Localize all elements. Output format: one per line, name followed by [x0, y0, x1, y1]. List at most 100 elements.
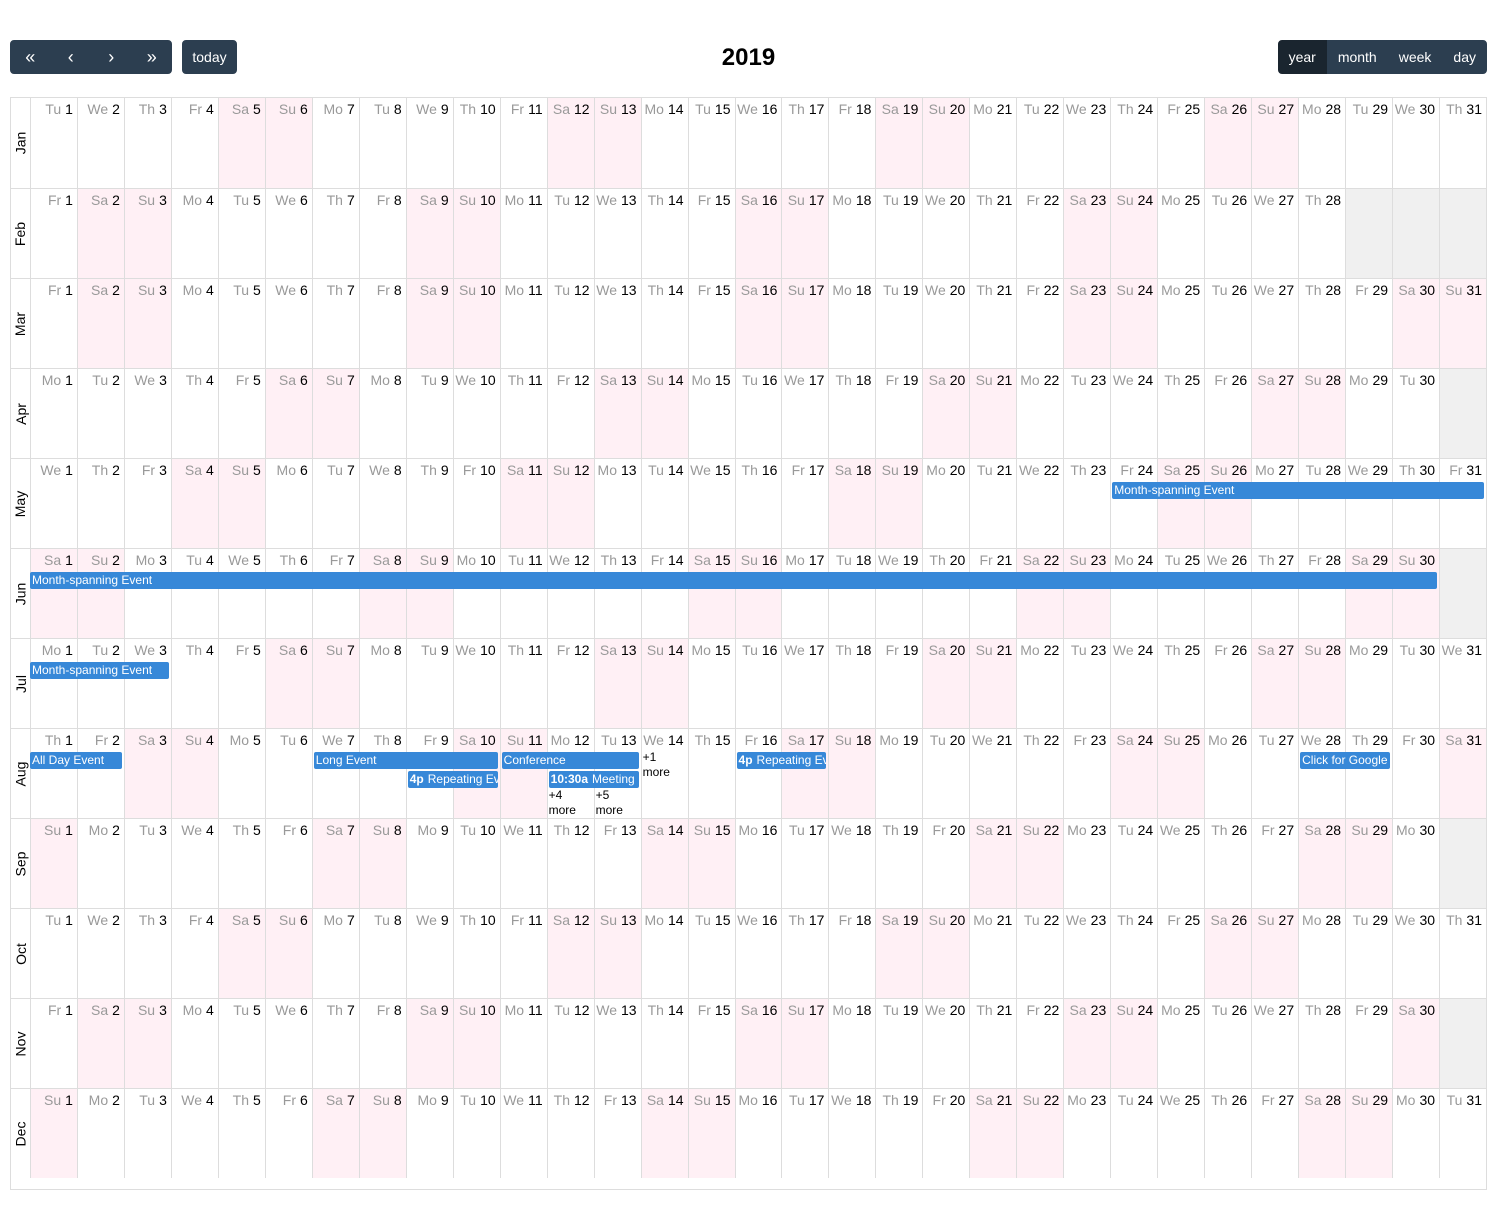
- day-number[interactable]: 15: [714, 372, 731, 388]
- day-number[interactable]: 5: [253, 192, 261, 208]
- day-cell[interactable]: Mo 21: [969, 909, 1016, 998]
- day-cell[interactable]: We 6: [264, 279, 312, 368]
- day-header[interactable]: We 6: [275, 1002, 308, 1018]
- day-number[interactable]: 9: [440, 642, 449, 658]
- day-header[interactable]: Th 14: [648, 1002, 684, 1018]
- day-number[interactable]: 26: [1231, 1002, 1248, 1018]
- day-cell[interactable]: Sa 16: [734, 189, 782, 278]
- day-header[interactable]: Th 1: [45, 732, 73, 748]
- day-header[interactable]: Th 26: [1211, 1092, 1247, 1108]
- day-number[interactable]: 26: [1231, 282, 1248, 298]
- view-year-button[interactable]: year: [1277, 40, 1327, 74]
- day-header[interactable]: Tu 8: [374, 912, 402, 928]
- day-header[interactable]: Mo 23: [1067, 822, 1106, 838]
- day-header[interactable]: Mo 15: [691, 372, 730, 388]
- day-number[interactable]: 8: [393, 462, 402, 478]
- day-number[interactable]: 6: [299, 912, 308, 928]
- day-number[interactable]: 16: [761, 192, 778, 208]
- day-header[interactable]: Tu 30: [1400, 642, 1435, 658]
- day-cell[interactable]: Su 1: [30, 819, 77, 908]
- day-cell[interactable]: Mo 11: [499, 279, 547, 368]
- day-number[interactable]: 22: [1043, 912, 1060, 928]
- day-number[interactable]: 20: [949, 462, 966, 478]
- day-number[interactable]: 19: [902, 101, 919, 117]
- day-header[interactable]: Su 15: [694, 822, 731, 838]
- day-cell[interactable]: Fr 11: [499, 98, 547, 188]
- day-number[interactable]: 30: [1419, 1092, 1436, 1108]
- day-cell[interactable]: Fr 13: [593, 819, 641, 908]
- day-cell[interactable]: Tu 26: [1204, 279, 1251, 368]
- day-cell[interactable]: Mo 8: [358, 369, 406, 458]
- day-header[interactable]: Th 20: [929, 552, 965, 568]
- day-header[interactable]: Th 14: [648, 282, 684, 298]
- day-header[interactable]: Th 12: [554, 822, 590, 838]
- day-header[interactable]: Fr 22: [1026, 192, 1059, 208]
- day-cell[interactable]: Mo 16: [734, 1089, 782, 1178]
- day-header[interactable]: We 24: [1113, 642, 1153, 658]
- day-number[interactable]: 14: [667, 372, 684, 388]
- day-header[interactable]: Mo 8: [370, 642, 401, 658]
- day-cell[interactable]: Tu 19: [875, 189, 922, 278]
- day-cell[interactable]: Mo 10: [452, 549, 500, 638]
- day-number[interactable]: 13: [620, 462, 637, 478]
- day-cell[interactable]: Mo 27: [1251, 459, 1298, 548]
- day-header[interactable]: Fr 12: [557, 642, 590, 658]
- more-events-link[interactable]: +1 more: [642, 750, 670, 779]
- day-header[interactable]: Th 4: [186, 642, 214, 658]
- day-cell[interactable]: Tu 12: [546, 279, 594, 368]
- day-header[interactable]: Sa 20: [929, 642, 966, 658]
- day-number[interactable]: 6: [299, 1092, 308, 1108]
- day-number[interactable]: 26: [1231, 552, 1248, 568]
- day-number[interactable]: 17: [808, 912, 825, 928]
- day-cell[interactable]: Tu 12: [546, 189, 594, 278]
- day-header[interactable]: Su 26: [1210, 462, 1247, 478]
- day-cell[interactable]: Mo 16: [734, 819, 782, 908]
- day-cell[interactable]: We 20: [922, 999, 969, 1088]
- day-header[interactable]: Su 14: [647, 642, 684, 658]
- day-cell[interactable]: Mo 17: [781, 549, 828, 638]
- day-cell[interactable]: Sa 5: [217, 98, 265, 188]
- day-header[interactable]: Fr 6: [283, 822, 308, 838]
- day-number[interactable]: 25: [1184, 282, 1201, 298]
- day-number[interactable]: 23: [1090, 101, 1107, 117]
- day-header[interactable]: Su 29: [1351, 1092, 1388, 1108]
- day-number[interactable]: 27: [1278, 192, 1295, 208]
- day-cell[interactable]: Mo 3: [123, 549, 171, 638]
- day-number[interactable]: 29: [1372, 552, 1389, 568]
- day-cell[interactable]: Fr 2: [76, 729, 124, 818]
- day-number[interactable]: 14: [667, 732, 684, 748]
- day-number[interactable]: 17: [808, 282, 825, 298]
- day-header[interactable]: Fr 26: [1214, 642, 1247, 658]
- day-cell[interactable]: Sa 31: [1439, 729, 1486, 818]
- day-header[interactable]: Fr 19: [886, 642, 919, 658]
- day-header[interactable]: Fr 27: [1261, 1092, 1294, 1108]
- day-header[interactable]: Tu 16: [742, 642, 777, 658]
- day-header[interactable]: Th 21: [976, 192, 1012, 208]
- day-cell[interactable]: Fr 1: [30, 279, 77, 368]
- day-number[interactable]: 18: [855, 1002, 872, 1018]
- day-number[interactable]: 5: [253, 372, 261, 388]
- day-number[interactable]: 15: [714, 101, 731, 117]
- day-header[interactable]: Fr 19: [886, 372, 919, 388]
- day-number[interactable]: 4: [206, 552, 214, 568]
- day-header[interactable]: Mo 30: [1396, 822, 1435, 838]
- day-number[interactable]: 10: [480, 192, 496, 208]
- day-header[interactable]: Tu 26: [1212, 192, 1247, 208]
- day-header[interactable]: Su 18: [835, 732, 872, 748]
- day-cell[interactable]: Tu 9: [405, 639, 453, 728]
- day-cell[interactable]: Su 15: [687, 819, 735, 908]
- day-number[interactable]: 29: [1372, 1002, 1389, 1018]
- day-header[interactable]: Sa 17: [788, 732, 825, 748]
- day-header[interactable]: Tu 23: [1071, 372, 1106, 388]
- day-cell[interactable]: Th 24: [1110, 909, 1157, 998]
- calendar-event[interactable]: Conference: [501, 752, 639, 769]
- day-header[interactable]: Mo 18: [832, 192, 871, 208]
- day-cell[interactable]: Su 5: [217, 459, 265, 548]
- day-header[interactable]: Sa 6: [279, 372, 308, 388]
- day-cell[interactable]: Sa 26: [1204, 98, 1252, 188]
- day-number[interactable]: 27: [1278, 552, 1295, 568]
- day-cell[interactable]: Fr 20: [922, 819, 969, 908]
- day-header[interactable]: Sa 1: [44, 552, 73, 568]
- day-cell[interactable]: Su 14: [640, 639, 688, 728]
